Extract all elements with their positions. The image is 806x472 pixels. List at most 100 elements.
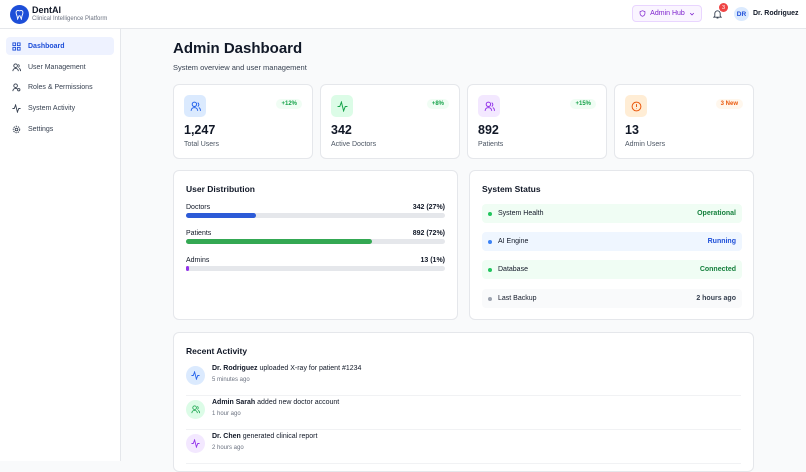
row-value: 13 (1%) [420, 257, 445, 264]
activity-actor: Admin Sarah [212, 399, 256, 406]
activity-item: Dr. Rodriguez uploaded X-ray for patient… [186, 362, 741, 396]
stat-label: Active Doctors [331, 141, 377, 148]
activity-actor: Dr. Chen [212, 433, 241, 440]
status-dot [488, 211, 492, 216]
chevron [689, 12, 694, 15]
stat-label: Admin Users [625, 141, 666, 148]
stat-icon [478, 95, 500, 117]
bar [186, 266, 189, 271]
status-value: Operational [697, 210, 736, 217]
bar-track [186, 213, 445, 218]
nav-icon [12, 62, 21, 71]
avatar[interactable]: DR [734, 7, 749, 21]
stat-badge: +8% [426, 99, 449, 109]
page-subtitle: System overview and user management [173, 63, 307, 72]
logo[interactable] [10, 5, 29, 24]
bar-track [186, 239, 445, 244]
stat-icon [625, 95, 647, 117]
status-item: AI Engine Running [482, 232, 742, 251]
activity-icon [186, 434, 205, 453]
row-label: Admins [186, 257, 210, 264]
stat-badge: +15% [570, 99, 596, 109]
stat-value: 13 [625, 123, 639, 137]
nav-label: System Activity [28, 104, 76, 112]
nav-item[interactable]: Settings [6, 120, 114, 138]
alert-icon [631, 101, 641, 111]
card-title: User Distribution [186, 184, 255, 194]
page-title: Admin Dashboard [173, 40, 303, 57]
hub-switcher[interactable]: Admin Hub [632, 5, 702, 22]
status-value: Running [707, 238, 736, 245]
stat-icon [184, 95, 206, 117]
distribution-row: Patients 892 (72%) [186, 230, 445, 256]
activity-action: uploaded X-ray for patient #1234 [259, 365, 362, 372]
stat-value: 892 [478, 123, 499, 137]
bar-track [186, 266, 445, 271]
nav-icon [12, 125, 21, 133]
stat-card: +8% 342 Active Doctors [320, 84, 460, 159]
nav-icon [12, 82, 21, 91]
top-bar: DentAI Clinical Intelligence Platform Ad… [0, 0, 806, 29]
activity-glyph [191, 439, 200, 448]
nav-icon [12, 41, 21, 51]
stat-card: +15% 892 Patients [467, 84, 607, 159]
card-title: System Status [482, 184, 541, 194]
tagline: Clinical Intelligence Platform [32, 16, 108, 22]
nav-item[interactable]: System Activity [6, 99, 114, 117]
activity-glyph [191, 371, 200, 380]
status-value: Connected [699, 266, 736, 273]
activity-icon [186, 366, 205, 385]
status-name: System Health [498, 210, 544, 217]
bar [186, 213, 256, 218]
bell-icon [712, 10, 723, 19]
activity-actor: Dr. Rodriguez [212, 365, 258, 372]
status-dot [488, 296, 492, 301]
stat-label: Total Users [184, 141, 220, 148]
nav-item[interactable]: Roles & Permissions [6, 78, 114, 96]
status-dot [488, 239, 492, 244]
activity-action: generated clinical report [242, 433, 318, 440]
user-name[interactable]: Dr. Rodriguez [753, 10, 799, 17]
hub-label: Admin Hub [650, 10, 685, 17]
status-card: System Status System Health Operational A… [469, 170, 754, 320]
bar [186, 239, 373, 244]
nav-label: Roles & Permissions [28, 83, 93, 91]
row-label: Patients [186, 230, 212, 237]
sidebar: Dashboard User Management Roles & Permis… [0, 29, 121, 461]
nav-label: User Management [28, 63, 86, 71]
activity-card: Recent Activity Dr. Rodriguez uploaded X… [173, 332, 754, 472]
distribution-card: User Distribution Doctors 342 (27%) Pati… [173, 170, 458, 320]
card-title: Recent Activity [186, 346, 248, 356]
nav-label: Settings [28, 125, 54, 133]
distribution-row: Admins 13 (1%) [186, 257, 445, 283]
status-item: System Health Operational [482, 204, 742, 223]
stat-badge: +12% [276, 99, 302, 109]
activity-time: 1 hour ago [212, 411, 241, 417]
activity-item: Admin Sarah added new doctor account 1 h… [186, 396, 741, 430]
activity-time: 5 minutes ago [212, 377, 250, 383]
activity-time: 2 hours ago [212, 445, 244, 451]
stat-card: +12% 1,247 Total Users [173, 84, 313, 159]
users-icon [190, 101, 201, 111]
status-item: Last Backup 2 hours ago [482, 289, 742, 308]
nav-label: Dashboard [28, 42, 65, 50]
row-value: 342 (27%) [412, 204, 445, 211]
status-item: Database Connected [482, 260, 742, 279]
row-label: Doctors [186, 204, 211, 211]
status-value: 2 hours ago [696, 295, 736, 302]
nav-item[interactable]: User Management [6, 58, 114, 76]
notifications[interactable]: 3 [712, 3, 728, 21]
stat-value: 1,247 [184, 123, 216, 137]
activity-action: added new doctor account [257, 399, 340, 406]
stat-value: 342 [331, 123, 352, 137]
stat-badge: 3 New [715, 99, 743, 109]
shield-icon [639, 10, 646, 17]
brand: DentAI [32, 5, 61, 15]
notification-count: 3 [719, 3, 728, 12]
activity-glyph [191, 405, 200, 414]
nav-item[interactable]: Dashboard [6, 37, 114, 55]
users-icon [484, 101, 495, 111]
stat-card: 3 New 13 Admin Users [614, 84, 754, 159]
